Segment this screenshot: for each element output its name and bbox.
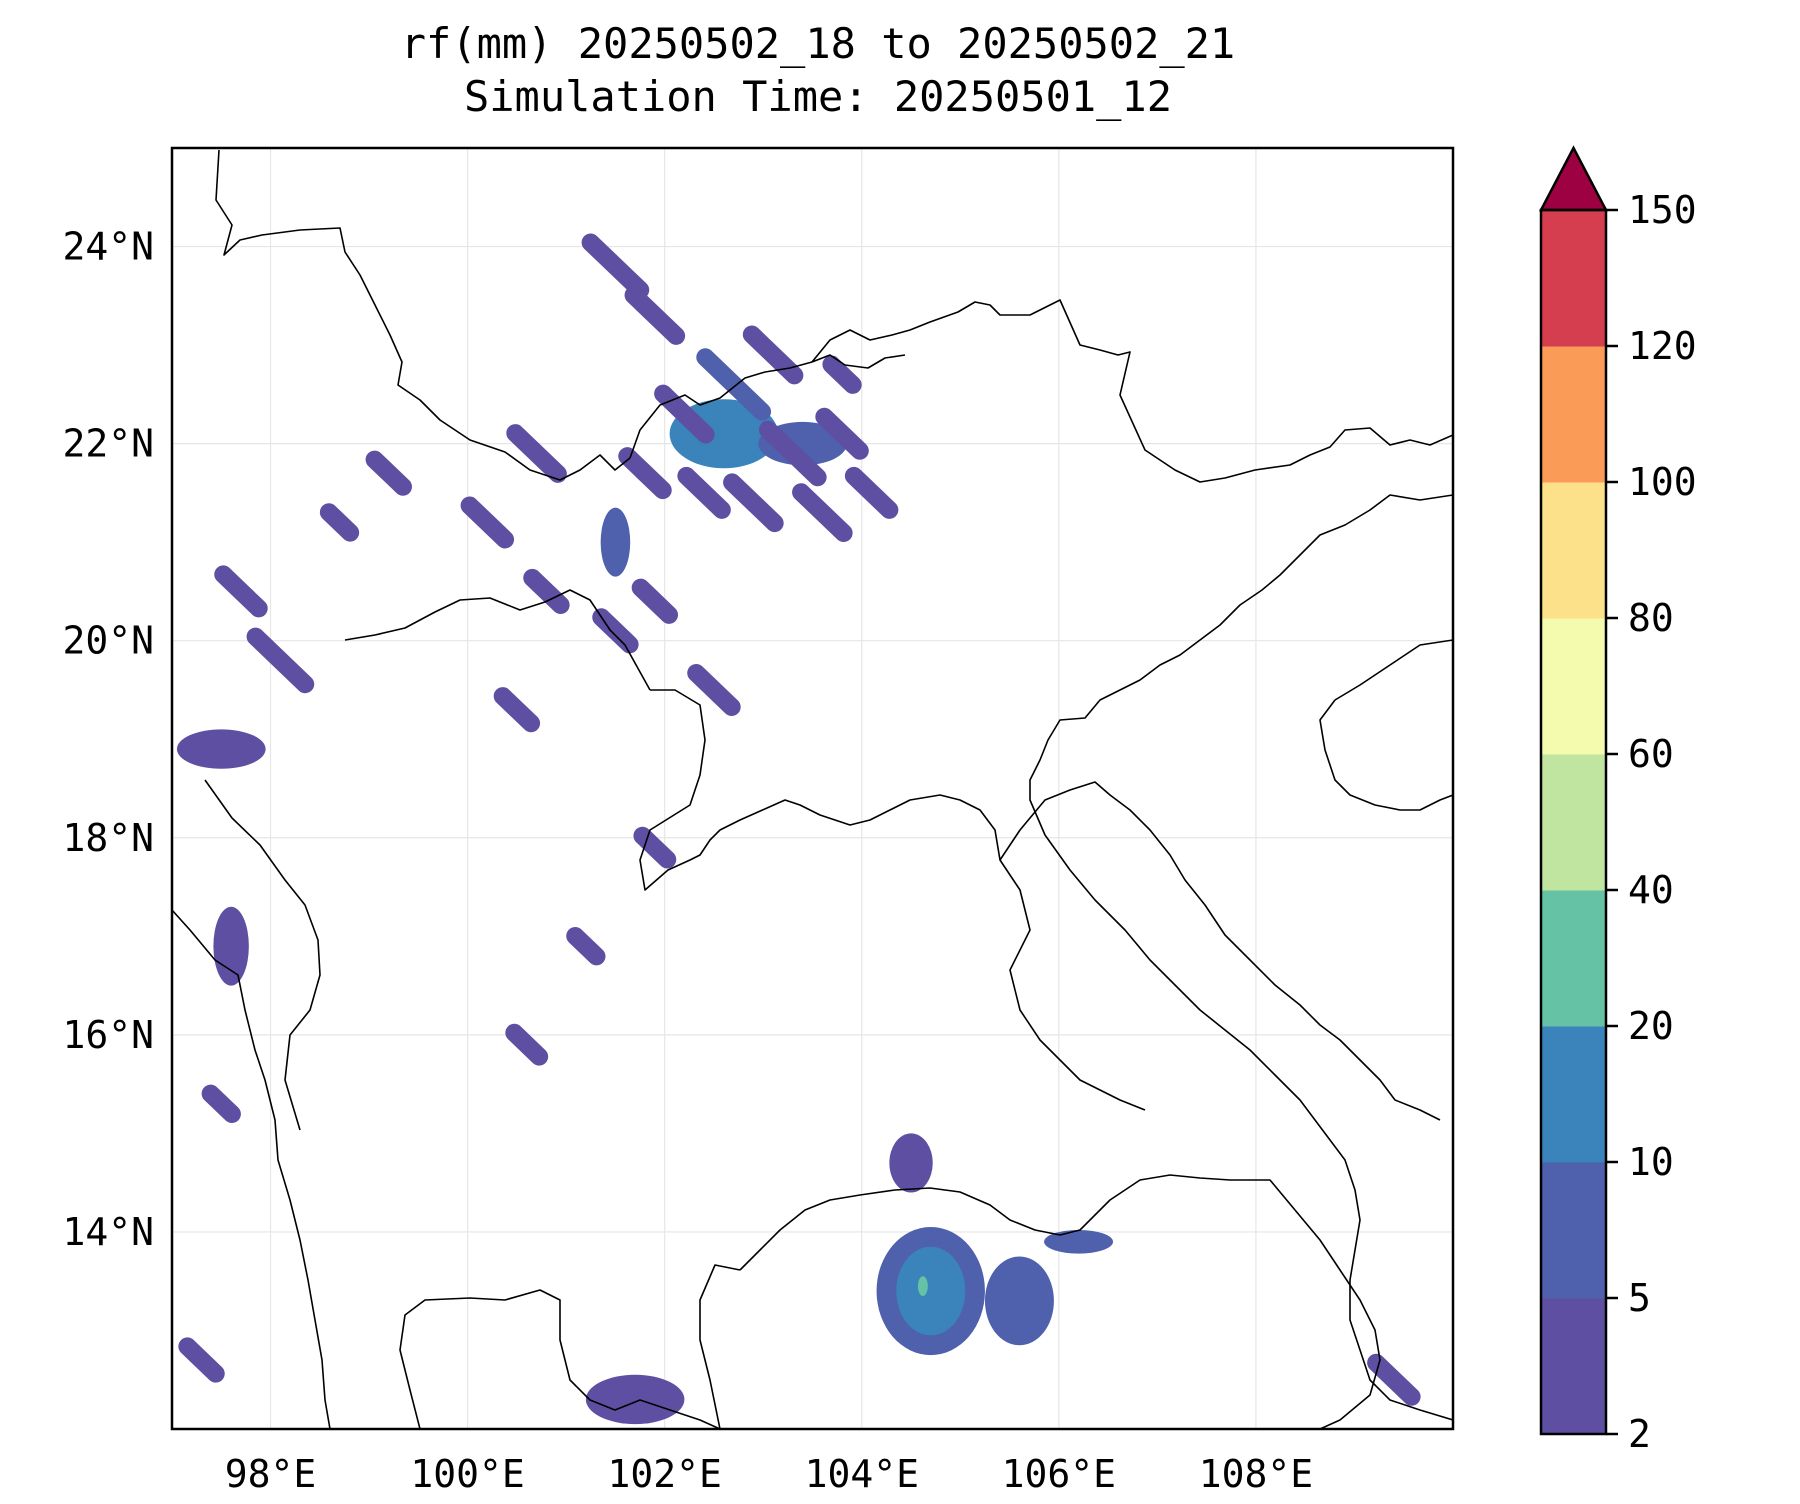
map-frame [170, 146, 1455, 1431]
vietnam-coast [1029, 494, 1453, 1421]
thailand-laos-west-border [204, 779, 321, 1131]
rain-streak-12 [506, 424, 567, 483]
rain-streak-4 [742, 325, 804, 385]
rain-streak-15 [246, 627, 315, 694]
colorbar-tick-label-1: 5 [1628, 1276, 1651, 1320]
rain-streak-13 [460, 496, 515, 549]
colorbar-tick-label-9: 150 [1628, 188, 1697, 232]
myanmar-laos-thailand-north [344, 589, 651, 691]
hainan-island [1319, 639, 1453, 811]
colorbar-tick-label-2: 10 [1628, 1140, 1674, 1184]
rain-streak-26 [505, 1023, 549, 1066]
colorbar-tick-label-7: 100 [1628, 460, 1697, 504]
colorbar-tick-label-4: 40 [1628, 868, 1674, 912]
laos-china-border [629, 354, 906, 459]
rain-streak-28 [822, 355, 862, 394]
colorbar-band-0 [1541, 1298, 1606, 1435]
rain-streak-10 [677, 466, 731, 519]
colorbar-band-8 [1541, 210, 1606, 347]
rain-streak-1 [624, 286, 686, 345]
rain-area-2 [917, 1276, 928, 1296]
colorbar: 2 5 10 20 40 60 80 100 120 150 [1538, 145, 1697, 1456]
rain-streak-21 [214, 565, 268, 618]
rain-streak-8 [792, 483, 853, 542]
lon-tick-label-4: 106°E [1002, 1452, 1116, 1496]
colorbar-band-1 [1541, 1162, 1606, 1299]
rainfall-field [176, 233, 1421, 1425]
rain-area-5 [889, 1133, 933, 1193]
myanmar-thailand-border [172, 909, 331, 1429]
rain-streak-20 [493, 687, 541, 733]
rain-streak-2 [696, 348, 772, 421]
colorbar-extend-arrow [1538, 145, 1609, 212]
rain-streak-18 [687, 663, 741, 716]
rain-streak-16 [523, 568, 570, 615]
colorbar-tick-label-8: 120 [1628, 324, 1697, 368]
lon-tick-label-2: 102°E [607, 1452, 721, 1496]
rain-streak-25 [566, 926, 606, 966]
colorbar-band-6 [1541, 482, 1606, 619]
rain-streak-5 [758, 420, 827, 487]
lat-tick-label-1: 22°N [62, 422, 154, 466]
rain-area-4 [1044, 1229, 1114, 1254]
gulf-of-thailand-coast [399, 1289, 721, 1429]
colorbar-band-5 [1541, 618, 1606, 755]
map-gridlines [172, 148, 1453, 1429]
cambodia-vietnam-border [1294, 1209, 1381, 1429]
rain-streak-11 [618, 447, 672, 500]
vietnam-china-border [811, 299, 1453, 483]
thailand-cambodia-border [739, 1174, 1296, 1271]
rain-area-1 [896, 1246, 966, 1336]
lat-tick-label-4: 16°N [62, 1013, 154, 1057]
rain-streak-17 [592, 608, 639, 654]
rain-streak-0 [581, 233, 650, 300]
colorbar-band-3 [1541, 890, 1606, 1027]
rain-streak-14 [365, 450, 412, 496]
lon-tick-label-5: 108°E [1199, 1452, 1313, 1496]
cambodia-coast [699, 1264, 741, 1429]
rain-area-3 [984, 1256, 1054, 1346]
lon-tick-label-0: 98°E [225, 1452, 317, 1496]
coastlines-and-borders [172, 149, 1453, 1429]
rain-streak-6 [815, 407, 869, 460]
colorbar-band-2 [1541, 1026, 1606, 1163]
rain-streak-7 [844, 466, 899, 519]
longitude-axis: 98°E 100°E 102°E 104°E 106°E 108°E [225, 1452, 1313, 1496]
lat-tick-label-0: 24°N [62, 225, 154, 269]
colorbar-tick-label-5: 60 [1628, 732, 1674, 776]
lat-tick-label-3: 18°N [62, 816, 154, 860]
rain-streak-23 [178, 1337, 225, 1383]
rain-area-11 [585, 1374, 685, 1425]
rain-streak-9 [723, 473, 784, 533]
lat-tick-label-5: 14°N [62, 1210, 154, 1254]
lat-tick-label-2: 20°N [62, 619, 154, 663]
title-line-1: rf(mm) 20250502_18 to 20250502_21 [401, 19, 1235, 68]
lon-tick-label-1: 100°E [410, 1452, 524, 1496]
colorbar-band-7 [1541, 346, 1606, 483]
colorbar-tick-label-0: 2 [1628, 1412, 1651, 1456]
rain-streak-24 [1367, 1353, 1421, 1406]
rain-area-8 [600, 507, 631, 577]
colorbar-band-4 [1541, 754, 1606, 891]
rain-streak-22 [319, 503, 360, 542]
thailand-laos-mekong [639, 689, 1146, 1111]
rain-area-9 [213, 906, 249, 986]
laos-vietnam-border [999, 781, 1441, 1121]
lon-tick-label-3: 104°E [805, 1452, 919, 1496]
colorbar-tick-label-6: 80 [1628, 596, 1674, 640]
colorbar-tick-label-3: 20 [1628, 1004, 1674, 1048]
rain-area-10 [176, 729, 266, 769]
myanmar-china-border [215, 149, 631, 481]
title-line-2: Simulation Time: 20250501_12 [464, 72, 1172, 121]
rain-streak-29 [201, 1084, 241, 1124]
colorbar-frame [1539, 208, 1608, 1436]
rain-streak-19 [631, 578, 679, 624]
latitude-axis: 24°N 22°N 20°N 18°N 16°N 14°N [62, 225, 154, 1254]
